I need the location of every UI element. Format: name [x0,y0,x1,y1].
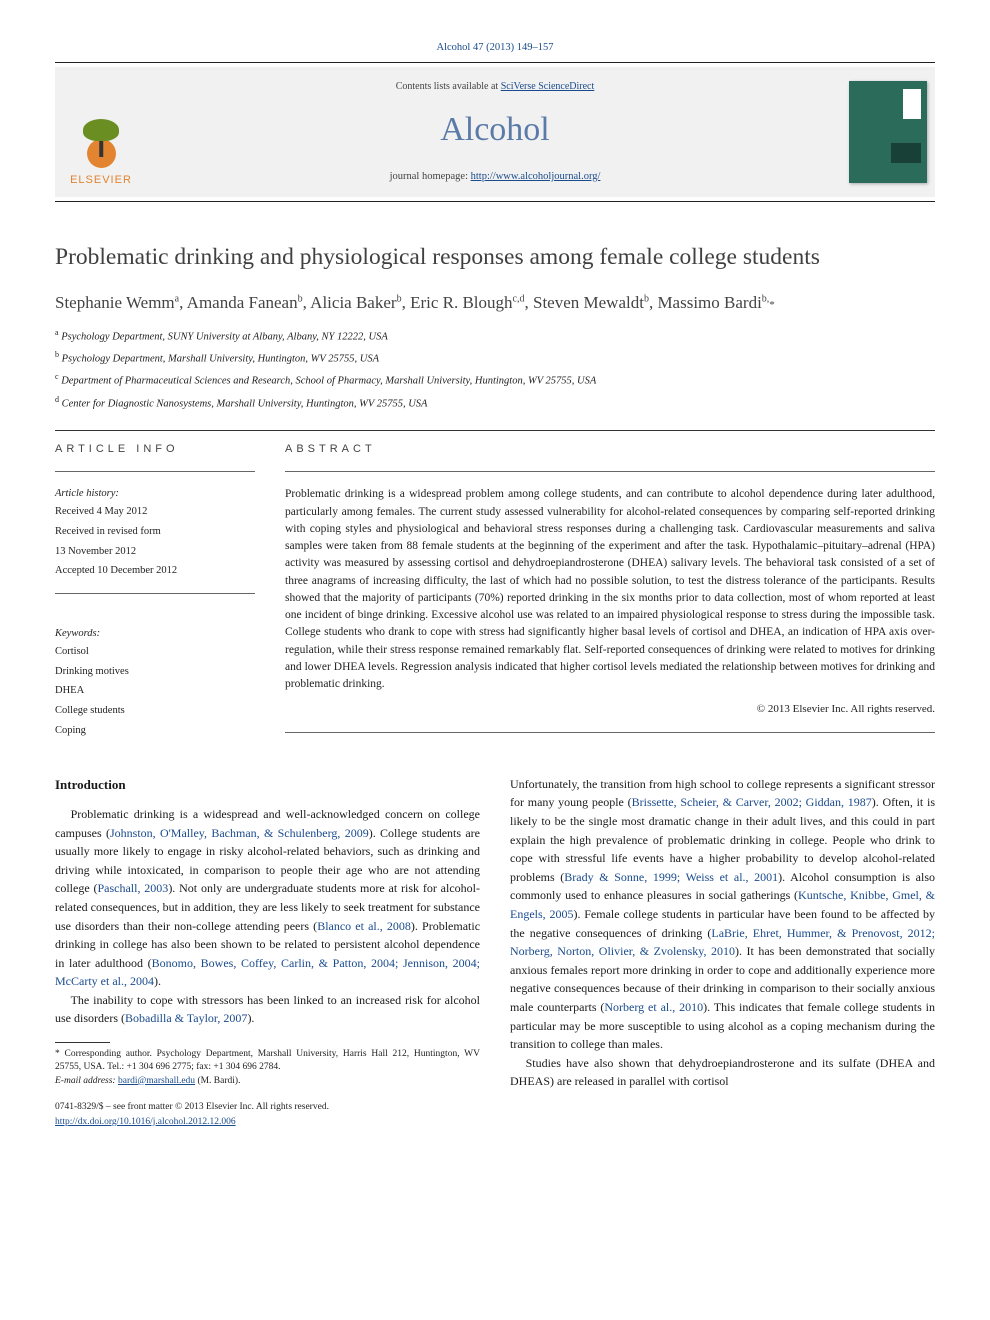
keyword: Drinking motives [55,664,255,680]
elsevier-text: ELSEVIER [70,172,132,189]
t: ). [154,974,161,988]
abstract-label: ABSTRACT [285,441,935,458]
keyword: DHEA [55,683,255,699]
footer-block: 0741-8329/$ – see front matter © 2013 El… [55,1100,480,1129]
citation-link[interactable]: Norberg et al., 2010 [604,1000,703,1014]
masthead-center: Contents lists available at SciVerse Sci… [150,67,840,197]
t: Studies have also shown that dehydroepia… [510,1056,935,1089]
doi-link[interactable]: http://dx.doi.org/10.1016/j.alcohol.2012… [55,1117,236,1127]
contents-prefix: Contents lists available at [396,81,501,92]
keyword: Coping [55,723,255,739]
col2-p1: Unfortunately, the transition from high … [510,775,935,1054]
introduction-heading: Introduction [55,775,480,795]
body-col-left: Introduction Problematic drinking is a w… [55,775,480,1130]
homepage-line: journal homepage: http://www.alcoholjour… [150,169,840,185]
affiliation: d Center for Diagnostic Nanosystems, Mar… [55,394,935,412]
email-label: E-mail address: [55,1076,118,1086]
t: ). [247,1011,254,1025]
citation-link[interactable]: Paschall, 2003 [97,881,168,895]
publisher-logo-box: ELSEVIER [55,67,150,197]
body-col-right: Unfortunately, the transition from high … [510,775,935,1130]
keywords-heading: Keywords: [55,626,255,642]
homepage-link[interactable]: http://www.alcoholjournal.org/ [471,171,601,182]
citation-line: Alcohol 47 (2013) 149–157 [55,40,935,56]
top-rule [55,62,935,63]
history-line: 13 November 2012 [55,544,255,560]
intro-p1: Problematic drinking is a widespread and… [55,805,480,991]
corresponding-footnote: * Corresponding author. Psychology Depar… [55,1048,480,1075]
authors-list: Stephanie Wemma, Amanda Faneanb, Alicia … [55,291,935,315]
abstract-text: Problematic drinking is a widespread pro… [285,486,935,693]
info-rule-2 [55,593,255,594]
cover-box [840,67,935,197]
homepage-prefix: journal homepage: [390,171,471,182]
abstract-rule-top [285,471,935,472]
issn-line: 0741-8329/$ – see front matter © 2013 El… [55,1100,480,1115]
citation-link[interactable]: Johnston, O'Malley, Bachman, & Schulenbe… [110,826,369,840]
article-info-column: ARTICLE INFO Article history: Received 4… [55,441,255,747]
email-link[interactable]: bardi@marshall.edu [118,1076,195,1086]
intro-p2: The inability to cope with stressors has… [55,991,480,1028]
masthead: ELSEVIER Contents lists available at Sci… [55,67,935,197]
info-abstract-row: ARTICLE INFO Article history: Received 4… [55,441,935,747]
history-line: Received in revised form [55,524,255,540]
history-line: Received 4 May 2012 [55,504,255,520]
contents-line: Contents lists available at SciVerse Sci… [150,79,840,94]
elsevier-tree-icon [74,115,129,170]
citation-link[interactable]: Brissette, Scheier, & Carver, 2002; Gidd… [632,795,872,809]
affiliation: a Psychology Department, SUNY University… [55,327,935,345]
affiliation: c Department of Pharmaceutical Sciences … [55,371,935,389]
elsevier-logo: ELSEVIER [61,115,141,189]
affil-rule [55,430,935,431]
keyword: Cortisol [55,644,255,660]
footnote-rule [55,1042,110,1043]
article-info-label: ARTICLE INFO [55,441,255,458]
email-suffix: (M. Bardi). [195,1076,240,1086]
email-footnote: E-mail address: bardi@marshall.edu (M. B… [55,1075,480,1088]
history-line: Accepted 10 December 2012 [55,563,255,579]
journal-name: Alcohol [150,104,840,155]
info-rule-1 [55,471,255,472]
body-columns: Introduction Problematic drinking is a w… [55,775,935,1130]
citation-link[interactable]: Blanco et al., 2008 [317,919,411,933]
keyword: College students [55,703,255,719]
affiliation: b Psychology Department, Marshall Univer… [55,349,935,367]
sciencedirect-link[interactable]: SciVerse ScienceDirect [501,81,595,92]
citation-link[interactable]: Brady & Sonne, 1999; Weiss et al., 2001 [564,870,778,884]
citation-link[interactable]: Bobadilla & Taylor, 2007 [125,1011,247,1025]
article-title: Problematic drinking and physiological r… [55,240,935,275]
masthead-bottom-rule [55,201,935,202]
abstract-column: ABSTRACT Problematic drinking is a wides… [285,441,935,747]
history-heading: Article history: [55,486,255,502]
abstract-copyright: © 2013 Elsevier Inc. All rights reserved… [285,701,935,718]
abstract-rule-bottom [285,732,935,733]
journal-cover-thumbnail [849,81,927,183]
t: The inability to cope with stressors has… [55,993,480,1026]
col2-p2: Studies have also shown that dehydroepia… [510,1054,935,1091]
